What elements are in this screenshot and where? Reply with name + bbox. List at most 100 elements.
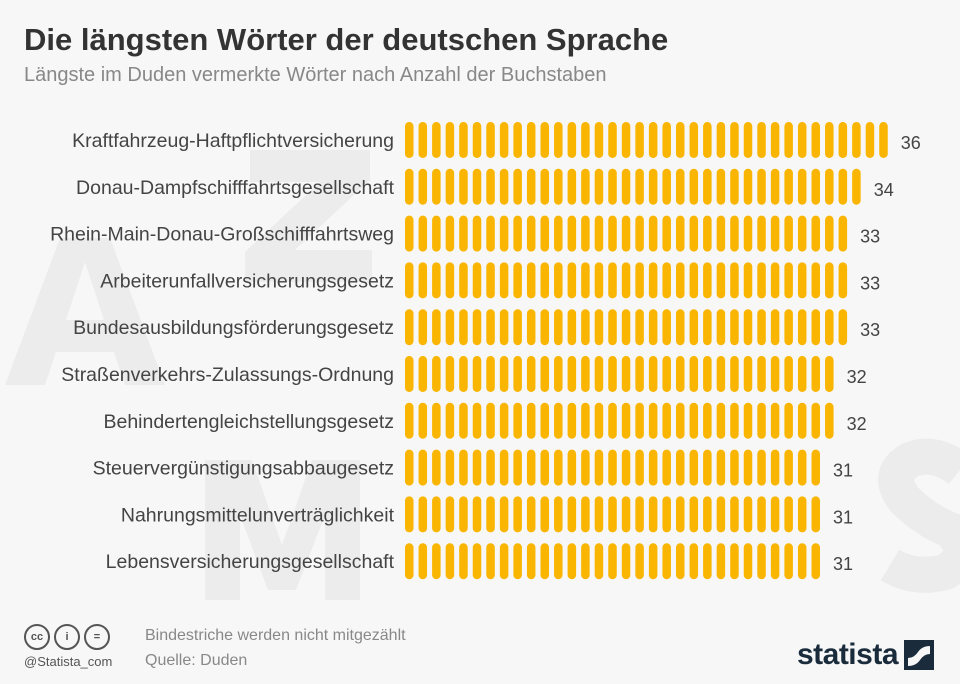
letter-pill bbox=[445, 168, 455, 205]
letter-pill bbox=[689, 168, 699, 205]
letter-pill bbox=[554, 449, 563, 486]
letter-pill bbox=[797, 122, 807, 158]
letter-pill bbox=[689, 356, 699, 392]
letter-pill bbox=[879, 122, 888, 158]
letter-pill bbox=[716, 122, 726, 158]
letter-pill bbox=[757, 543, 766, 580]
letter-pill bbox=[757, 356, 766, 392]
letter-pill bbox=[797, 449, 807, 486]
letter-pill bbox=[676, 496, 685, 533]
letter-pill bbox=[730, 496, 739, 533]
letter-pill bbox=[648, 402, 658, 439]
letter-pill bbox=[730, 402, 739, 439]
letter-pill bbox=[730, 215, 739, 252]
letter-pill bbox=[594, 262, 604, 299]
letter-pill bbox=[662, 262, 671, 299]
letter-pill bbox=[432, 168, 441, 205]
letter-pill bbox=[459, 449, 468, 486]
letter-pill bbox=[730, 543, 739, 580]
letter-pill bbox=[540, 262, 549, 299]
letter-pill bbox=[635, 543, 644, 580]
letter-pill bbox=[662, 402, 671, 439]
category-label: Straßenverkehrs-Zulassungs-Ordnung bbox=[61, 364, 394, 386]
letter-pill bbox=[635, 402, 644, 439]
letter-pill bbox=[621, 262, 631, 299]
letter-pill bbox=[703, 356, 712, 392]
letter-pill bbox=[418, 356, 428, 392]
letter-pill bbox=[405, 168, 414, 205]
letter-pill bbox=[594, 215, 604, 252]
letter-pill bbox=[554, 215, 563, 252]
letter-pill bbox=[703, 496, 712, 533]
letter-pill bbox=[499, 449, 509, 486]
letter-pill bbox=[662, 168, 671, 205]
cc-icon: cc bbox=[24, 624, 50, 650]
letter-pill bbox=[662, 356, 671, 392]
letter-pill bbox=[405, 449, 414, 486]
letter-pill bbox=[608, 309, 617, 346]
letter-pill bbox=[689, 496, 699, 533]
letter-pill bbox=[852, 168, 861, 205]
chart-subtitle: Längste im Duden vermerkte Wörter nach A… bbox=[24, 64, 607, 86]
letter-pill bbox=[757, 168, 766, 205]
letter-pill bbox=[838, 168, 848, 205]
letter-pill bbox=[797, 215, 807, 252]
letter-pill bbox=[811, 215, 820, 252]
letter-pill bbox=[662, 496, 671, 533]
letter-pill bbox=[838, 262, 848, 299]
letter-pill bbox=[513, 543, 522, 580]
letter-pill bbox=[730, 356, 739, 392]
letter-pill bbox=[418, 449, 428, 486]
letter-pill bbox=[703, 215, 712, 252]
letter-pill bbox=[513, 402, 522, 439]
letter-pill bbox=[581, 402, 590, 439]
letter-pill bbox=[540, 449, 549, 486]
letter-pill bbox=[716, 543, 726, 580]
letter-pill bbox=[784, 449, 793, 486]
letter-pill bbox=[581, 543, 590, 580]
letter-pill bbox=[648, 262, 658, 299]
letter-pill bbox=[513, 168, 522, 205]
letter-pill bbox=[513, 262, 522, 299]
letter-pill bbox=[554, 543, 563, 580]
letter-pill bbox=[648, 496, 658, 533]
letter-pill bbox=[459, 543, 468, 580]
letter-pill bbox=[540, 496, 549, 533]
letter-pill bbox=[432, 215, 441, 252]
letter-pill bbox=[499, 543, 509, 580]
letter-pill bbox=[811, 262, 820, 299]
letter-pill bbox=[825, 402, 834, 439]
twitter-handle[interactable]: @Statista_com bbox=[24, 654, 113, 669]
letter-pill bbox=[797, 402, 807, 439]
letter-pill bbox=[567, 168, 577, 205]
letter-pill bbox=[676, 402, 685, 439]
bar-row: Rhein-Main-Donau-Großschifffahrtsweg 33 bbox=[50, 215, 880, 252]
letter-pill bbox=[716, 449, 726, 486]
letter-pill bbox=[825, 356, 834, 392]
watermark-letter-z bbox=[245, 150, 372, 282]
letter-pill bbox=[797, 496, 807, 533]
letter-pill bbox=[526, 496, 536, 533]
license-icons[interactable]: cc i = bbox=[24, 624, 110, 650]
value-label: 32 bbox=[847, 414, 867, 434]
letter-pill bbox=[811, 543, 820, 580]
letter-pill bbox=[567, 402, 577, 439]
letter-pill bbox=[676, 215, 685, 252]
letter-pill bbox=[486, 543, 495, 580]
letter-pill bbox=[540, 215, 549, 252]
letter-pill bbox=[405, 122, 414, 158]
letter-pill bbox=[838, 309, 848, 346]
letter-pill bbox=[405, 496, 414, 533]
letter-pill bbox=[635, 122, 644, 158]
chart-title: Die längsten Wörter der deutschen Sprach… bbox=[24, 22, 669, 57]
letter-pill bbox=[689, 262, 699, 299]
letter-pill bbox=[703, 402, 712, 439]
letter-pill bbox=[459, 122, 468, 158]
statista-logo[interactable]: statista bbox=[797, 638, 934, 672]
letter-pill bbox=[743, 449, 753, 486]
nd-icon: = bbox=[84, 624, 110, 650]
letter-pill bbox=[445, 122, 455, 158]
letter-pill bbox=[581, 496, 590, 533]
letter-pill bbox=[608, 449, 617, 486]
letter-pill bbox=[825, 168, 834, 205]
